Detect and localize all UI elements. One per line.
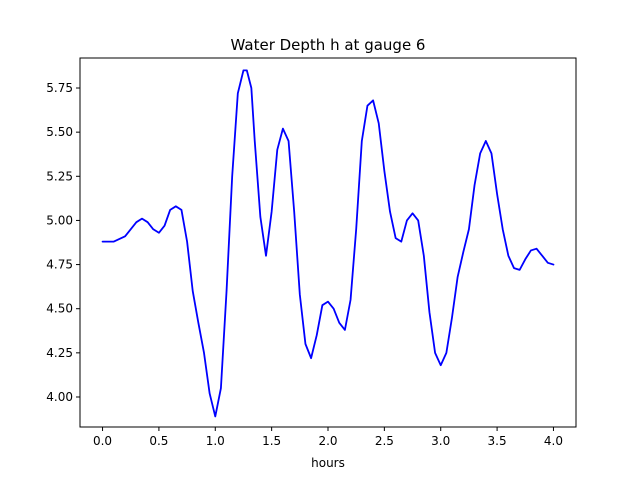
y-tick-label: 4.00 — [46, 390, 73, 404]
plot-area — [101, 69, 555, 418]
y-tick-label: 5.00 — [46, 213, 73, 227]
y-tick-label: 5.50 — [46, 125, 73, 139]
x-tick-label: 1.5 — [262, 434, 281, 448]
series-line — [101, 69, 555, 418]
axes: 0.0 0.5 1.0 1.5 2.0 2.5 3.0 3.5 4.0 4.00 4.25 4.50 4… — [46, 57, 577, 448]
x-tick-label: 3.5 — [488, 434, 507, 448]
y-tick-label: 4.25 — [46, 346, 73, 360]
x-tick-label: 1.0 — [206, 434, 225, 448]
x-tick-label: 0.0 — [93, 434, 112, 448]
y-tick-label: 5.25 — [46, 169, 73, 183]
x-tick-label: 4.0 — [544, 434, 563, 448]
x-tick-label: 2.5 — [375, 434, 394, 448]
x-tick-label: 2.0 — [318, 434, 337, 448]
y-tick-label: 4.50 — [46, 302, 73, 316]
x-tick-label: 3.0 — [431, 434, 450, 448]
x-axis-label: hours — [311, 456, 345, 470]
x-tick-label: 0.5 — [149, 434, 168, 448]
chart-title: Water Depth h at gauge 6 — [231, 36, 426, 54]
y-tick-label: 4.75 — [46, 258, 73, 272]
y-tick-label: 5.75 — [46, 81, 73, 95]
